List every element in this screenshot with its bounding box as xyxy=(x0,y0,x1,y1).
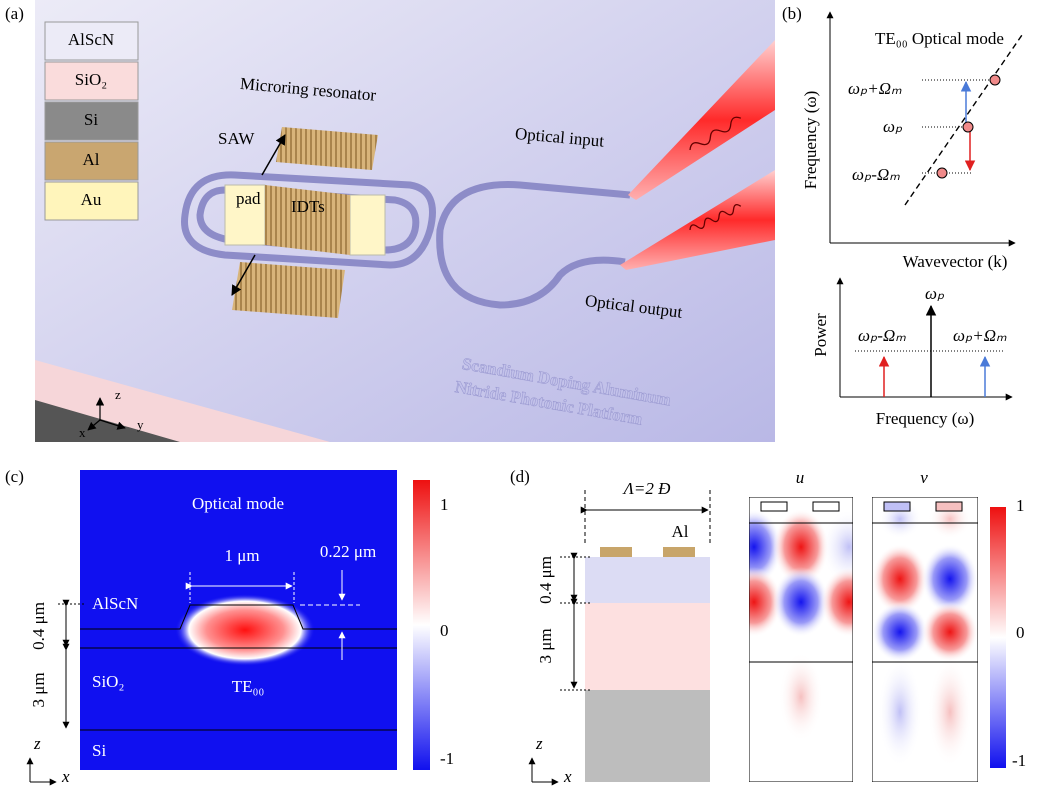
level-lines xyxy=(922,80,995,173)
peak-label: ωₚ xyxy=(925,284,945,303)
axis-label: z xyxy=(115,387,121,402)
colorbar-label: 1 xyxy=(440,495,449,514)
lobe xyxy=(773,567,829,637)
lobe xyxy=(872,602,928,662)
axis-title: Wavevector (k) xyxy=(903,252,1008,271)
legend-label: Si xyxy=(84,110,98,129)
annotation: pad xyxy=(236,189,261,208)
panel-label: (d) xyxy=(510,467,530,486)
axis-title: Frequency (ω) xyxy=(876,409,975,428)
electrode xyxy=(761,502,787,511)
electrode xyxy=(813,502,839,511)
field-u xyxy=(726,497,877,782)
panel-label: (c) xyxy=(5,467,24,486)
level-label: ωₚ+Ωₘ xyxy=(848,79,902,98)
annotation: Al xyxy=(672,522,689,541)
axis-label: y xyxy=(137,417,144,432)
field-title: u xyxy=(796,468,805,487)
layer-si xyxy=(585,690,710,782)
annotation: TE₀₀ Optical mode xyxy=(875,29,1004,48)
page: { "panel_a": {"label": "(a)", "materials… xyxy=(0,0,1041,795)
lobe xyxy=(928,657,972,767)
colorbar-label: 1 xyxy=(1016,496,1025,515)
lobe xyxy=(922,602,978,662)
panel-d: (d) Λ=2 Ð Al 0.4 μm 3 μm z x u v 1 0 -1 xyxy=(510,467,1026,786)
pad-right xyxy=(350,195,385,255)
electrode xyxy=(884,502,910,511)
dimension: 3 μm xyxy=(536,628,555,663)
colorbar xyxy=(990,507,1006,768)
annotation: SAW xyxy=(218,129,255,148)
colorbar-label: -1 xyxy=(1012,751,1026,770)
axis-label: x xyxy=(61,767,70,786)
panel-label: (b) xyxy=(782,4,802,23)
platform xyxy=(35,0,775,442)
idt xyxy=(265,185,350,255)
field-title: v xyxy=(920,468,928,487)
field-v xyxy=(872,497,978,782)
reflector-bottom xyxy=(232,262,345,318)
dimension: 3 μm xyxy=(29,672,48,707)
annotation: IDTs xyxy=(291,197,325,216)
axis-title: Power xyxy=(811,313,830,357)
colorbar-label: -1 xyxy=(440,749,454,768)
panel-label: (a) xyxy=(5,4,24,23)
colorbar-label: 0 xyxy=(440,621,449,640)
panel-a: AlScN SiO₂ Si Al Au (a) Microring resona… xyxy=(5,0,775,442)
layer-label: Si xyxy=(92,741,106,760)
electrode xyxy=(663,547,695,557)
electrode xyxy=(600,547,632,557)
peak-label: ωₚ+Ωₘ xyxy=(953,326,1007,345)
figure: AlScN SiO₂ Si Al Au (a) Microring resona… xyxy=(0,0,1041,795)
panel-b: (b) TE₀₀ Optical mode ωₚ+Ωₘ ωₚ ωₚ-Ωₘ Fre… xyxy=(782,4,1022,428)
dimension: 0.22 μm xyxy=(320,542,376,561)
dimension: 0.4 μm xyxy=(29,602,48,650)
legend-label: AlScN xyxy=(68,30,114,49)
legend-label: Al xyxy=(83,150,100,169)
dispersion xyxy=(905,35,1022,205)
dimension: Λ=2 Ð xyxy=(622,479,671,498)
peak-label: ωₚ-Ωₘ xyxy=(858,326,906,345)
point xyxy=(990,75,1000,85)
layer-label: AlScN xyxy=(92,594,138,613)
axis-label: z xyxy=(33,734,41,753)
legend-label: Au xyxy=(81,190,102,209)
layer-label: SiO₂ xyxy=(92,672,124,691)
dimension: 0.4 μm xyxy=(536,556,555,604)
lobe xyxy=(821,567,877,637)
panel-c: (c) Optical mode 1 μm 0.22 μm AlScN SiO₂… xyxy=(5,467,454,786)
material-legend: AlScN SiO₂ Si Al Au xyxy=(45,22,138,220)
colorbar xyxy=(413,480,430,770)
axis-label: x xyxy=(79,425,86,440)
axis-label: x xyxy=(563,767,572,786)
legend-label: SiO₂ xyxy=(75,70,107,89)
point xyxy=(937,168,947,178)
layer-alscn xyxy=(585,557,710,603)
dimension: 1 μm xyxy=(224,546,259,565)
electrode xyxy=(936,502,962,511)
level-label: ωₚ xyxy=(883,117,903,136)
point xyxy=(963,122,973,132)
axis-label: z xyxy=(535,734,543,753)
level-label: ωₚ-Ωₘ xyxy=(852,165,900,184)
mode-label: TE₀₀ xyxy=(232,677,265,696)
lobe xyxy=(878,657,922,767)
colorbar-label: 0 xyxy=(1016,623,1025,642)
lobe xyxy=(779,652,823,742)
axis-title: Frequency (ω) xyxy=(801,91,820,190)
layer-sio2 xyxy=(585,603,710,690)
map-title: Optical mode xyxy=(192,494,284,513)
